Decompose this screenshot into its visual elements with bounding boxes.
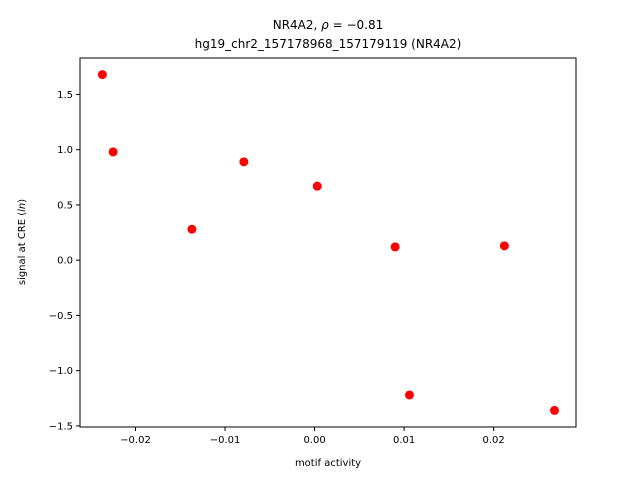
chart-title-line2: hg19_chr2_157178968_157179119 (NR4A2) xyxy=(195,37,462,51)
y-tick-label: −1.0 xyxy=(49,366,73,377)
chart-title-line1: NR4A2, ρ = −0.81 xyxy=(273,18,384,32)
y-axis-label: signal at CRE (ln) xyxy=(17,199,28,285)
y-tick-label: −1.5 xyxy=(49,421,73,432)
plot-area: −0.02 −0.01 0.00 0.01 0.02 −1.5 −1.0 −0.5 0.0 0.… xyxy=(49,57,577,446)
data-point xyxy=(550,405,560,415)
data-point xyxy=(239,157,249,167)
data-point xyxy=(404,390,414,400)
y-tick-label: −0.5 xyxy=(49,311,73,322)
data-point xyxy=(187,224,197,234)
y-axis-ticks: −1.5 −1.0 −0.5 0.0 0.5 1.0 1.5 xyxy=(49,90,80,432)
x-tick-label: −0.02 xyxy=(120,435,151,446)
x-tick-label: 0.02 xyxy=(482,435,504,446)
data-point xyxy=(97,70,107,80)
x-tick-label: 0.00 xyxy=(303,435,325,446)
axes-frame xyxy=(79,57,577,428)
data-point xyxy=(312,181,322,191)
data-point xyxy=(499,241,509,251)
data-point xyxy=(390,242,400,252)
x-axis-label: motif activity xyxy=(295,458,361,469)
y-tick-label: 1.0 xyxy=(57,145,73,156)
data-points xyxy=(97,70,560,415)
y-tick-label: 0.0 xyxy=(57,256,73,267)
x-axis-ticks: −0.02 −0.01 0.00 0.01 0.02 xyxy=(120,427,505,446)
data-point xyxy=(108,147,118,157)
x-tick-label: 0.01 xyxy=(393,435,415,446)
y-tick-label: 1.5 xyxy=(57,90,73,101)
x-tick-label: −0.01 xyxy=(210,435,241,446)
y-tick-label: 0.5 xyxy=(57,200,73,211)
